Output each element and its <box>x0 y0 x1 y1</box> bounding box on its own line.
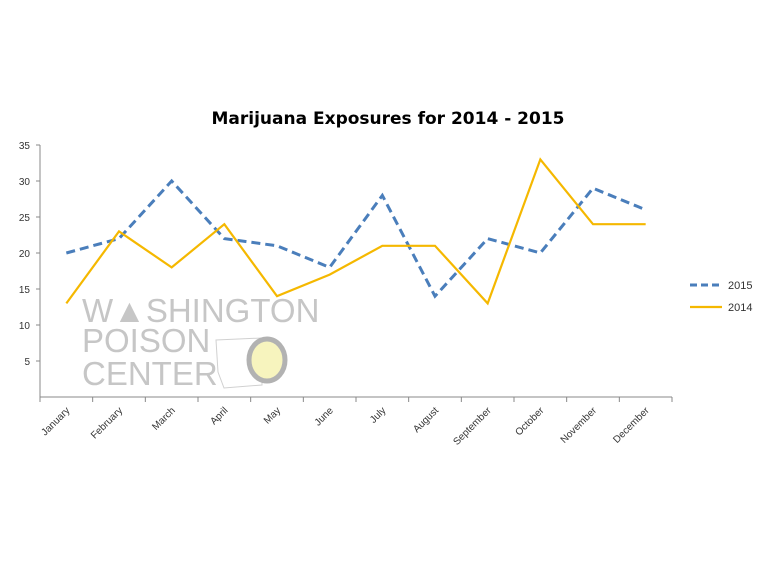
y-tick-label: 30 <box>19 177 31 188</box>
y-tick-label: 20 <box>19 249 31 260</box>
legend-label-2015: 2015 <box>728 280 752 292</box>
watermark-line-3: CENTER <box>82 355 218 392</box>
x-tick-label: August <box>411 405 441 435</box>
watermark-line-2: POISON <box>82 322 210 359</box>
series-line-2015 <box>65 178 647 299</box>
x-tick-label: April <box>209 405 231 427</box>
mr-yuk-face-icon <box>246 336 288 384</box>
x-tick-label: January <box>40 405 73 438</box>
x-tick-label: December <box>611 405 652 446</box>
y-tick-label: 15 <box>19 285 31 296</box>
x-tick-label: September <box>451 405 494 448</box>
x-tick-label: February <box>89 405 125 441</box>
legend-label-2014: 2014 <box>728 302 752 314</box>
x-tick-label: November <box>559 405 600 446</box>
y-tick-label: 25 <box>19 213 31 224</box>
x-tick-label: June <box>313 405 336 428</box>
y-tick-label: 5 <box>24 357 30 368</box>
y-tick-label: 10 <box>19 321 31 332</box>
x-tick-label: July <box>368 405 388 425</box>
watermark-line-1: W▲SHINGTON <box>82 292 319 329</box>
y-tick-label: 35 <box>19 141 31 152</box>
washington-state-outline-icon <box>215 337 263 389</box>
series-line-2014 <box>65 157 646 306</box>
x-tick-label: October <box>514 405 547 438</box>
x-tick-label: May <box>262 405 283 426</box>
chart-title: Marijuana Exposures for 2014 - 2015 <box>212 109 565 129</box>
washington-poison-center-watermark: W▲SHINGTON POISON CENTER <box>82 292 319 392</box>
x-tick-label: March <box>150 405 177 432</box>
